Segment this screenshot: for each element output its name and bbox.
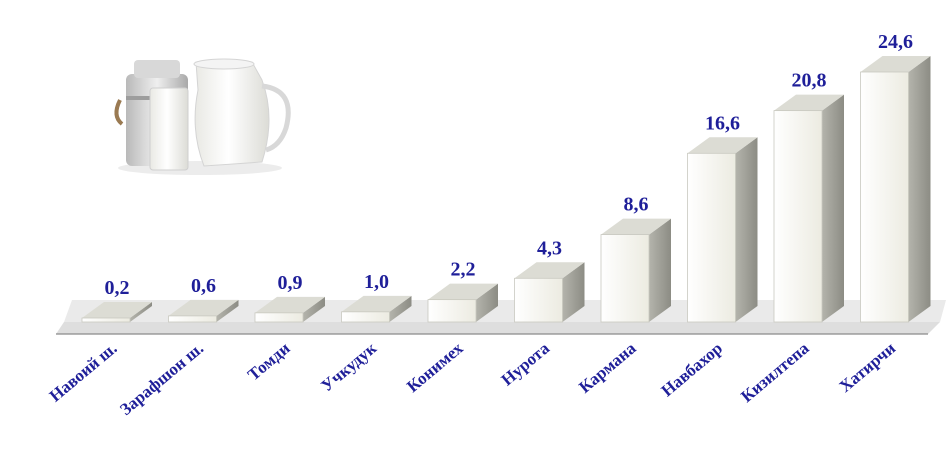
bar-top bbox=[687, 137, 758, 154]
bar-side bbox=[649, 218, 671, 322]
bar-front bbox=[254, 312, 304, 323]
bar-top bbox=[514, 262, 585, 279]
bar-side bbox=[389, 295, 412, 322]
bar-side bbox=[735, 137, 758, 322]
bar-side bbox=[303, 296, 325, 322]
bar-side bbox=[822, 94, 844, 322]
data-label: 0,6 bbox=[191, 275, 216, 297]
bar-top bbox=[428, 283, 498, 300]
bar bbox=[81, 302, 152, 323]
data-label: 2,2 bbox=[451, 259, 476, 281]
category-label: Томди bbox=[244, 338, 294, 384]
category-label: Хатирчи bbox=[836, 338, 900, 396]
category-label: Учкудук bbox=[317, 338, 380, 395]
category-label: Нурота bbox=[498, 338, 554, 389]
bar-top bbox=[341, 295, 412, 312]
bar bbox=[168, 299, 239, 323]
bar-side bbox=[476, 283, 498, 322]
bar-side bbox=[908, 56, 931, 322]
bar bbox=[773, 94, 844, 323]
bar-front bbox=[773, 110, 823, 323]
data-label: 16,6 bbox=[705, 112, 740, 134]
bar-top bbox=[255, 296, 325, 313]
category-label: Кармана bbox=[575, 338, 640, 397]
category-label: Зарафшон ш. bbox=[116, 339, 207, 420]
bar-front bbox=[600, 234, 650, 323]
data-label: 20,8 bbox=[792, 70, 827, 92]
bar-front bbox=[860, 71, 909, 323]
bar bbox=[427, 283, 498, 323]
bar-front bbox=[168, 315, 217, 323]
data-label: 0,9 bbox=[278, 272, 303, 294]
bar-side bbox=[216, 299, 239, 322]
bar-side bbox=[130, 302, 152, 322]
bar-top bbox=[774, 94, 844, 111]
bar-front bbox=[514, 277, 563, 323]
bar-front bbox=[427, 299, 477, 323]
category-label: Навбахор bbox=[658, 339, 727, 401]
data-label: 4,3 bbox=[537, 237, 562, 259]
category-label: Конимех bbox=[403, 338, 467, 396]
bar bbox=[860, 56, 931, 323]
bar-front bbox=[687, 152, 736, 323]
bar-top bbox=[601, 218, 671, 235]
category-label: Навоий ш. bbox=[46, 339, 121, 406]
chart-floor bbox=[56, 322, 940, 334]
bar bbox=[341, 295, 412, 323]
bar-front bbox=[341, 311, 390, 323]
data-label: 1,0 bbox=[364, 271, 389, 293]
data-label: 24,6 bbox=[878, 31, 913, 53]
bar bbox=[687, 137, 758, 323]
bar bbox=[600, 218, 671, 323]
bar-front bbox=[81, 317, 131, 323]
bar-top bbox=[168, 299, 239, 316]
data-label: 8,6 bbox=[624, 194, 649, 216]
bar-top bbox=[860, 56, 931, 72]
bar bbox=[254, 296, 325, 323]
bar bbox=[514, 262, 585, 323]
bar-side bbox=[562, 262, 585, 322]
category-label: Кизилтепа bbox=[737, 338, 813, 406]
data-label: 0,2 bbox=[105, 277, 130, 299]
bar-top bbox=[82, 302, 152, 318]
milk-illustration bbox=[114, 58, 291, 175]
